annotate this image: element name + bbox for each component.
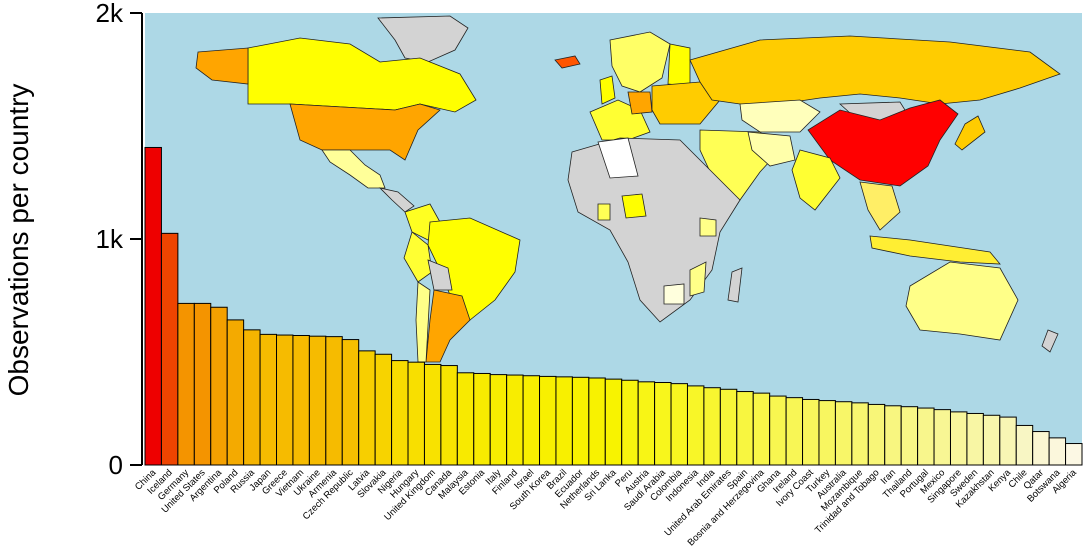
- bar-austria: [637, 381, 656, 466]
- map-algeria: [597, 137, 639, 179]
- map-ghana: [597, 203, 611, 221]
- bar-poland: [226, 319, 245, 466]
- bar-peru: [621, 379, 639, 466]
- bar-mozambique: [851, 402, 869, 466]
- map-uk: [599, 75, 616, 105]
- map-germany: [627, 91, 653, 115]
- map-argentina: [425, 289, 471, 363]
- bar-greece: [276, 334, 294, 466]
- map-scandinavia: [609, 31, 671, 93]
- map-greenland: [377, 15, 469, 63]
- bar-south-korea: [539, 375, 557, 466]
- bar-ukraine: [308, 335, 327, 466]
- map-india: [791, 149, 841, 211]
- bar-ghana: [769, 395, 787, 466]
- bar-sri-lanka: [604, 378, 623, 466]
- map-peru: [403, 231, 433, 283]
- bar-ecuador: [571, 376, 590, 466]
- bar-trinidad-and-tobago: [867, 403, 886, 466]
- map-mozambique: [689, 261, 707, 297]
- bar-netherlands: [588, 377, 606, 466]
- bar-czech-republic: [341, 339, 360, 466]
- bar-spain: [736, 391, 754, 466]
- map-bolivia: [427, 259, 453, 291]
- map-iceland: [554, 55, 581, 69]
- map-alaska: [195, 47, 249, 85]
- map-kazakhstan: [739, 99, 821, 133]
- bar-israel: [522, 375, 541, 466]
- map-southeast-asia: [859, 181, 901, 231]
- map-usa: [289, 103, 441, 161]
- map-mexico: [321, 149, 386, 189]
- map-japan: [954, 115, 986, 151]
- y-axis: 0 1k 2k: [96, 0, 143, 480]
- y-tick-label: 0: [109, 450, 123, 480]
- bar-botswana: [1048, 437, 1067, 466]
- map-australia: [905, 261, 1019, 341]
- map-kenya: [699, 217, 717, 237]
- bar-malaysia: [456, 372, 475, 466]
- bar-united-arab-emirates: [719, 388, 738, 466]
- map-new-zealand: [1041, 329, 1059, 353]
- y-tick-label: 2k: [96, 0, 124, 28]
- bar-qatar: [1032, 431, 1050, 466]
- y-tick-label: 1k: [96, 224, 124, 254]
- bar-vietnam: [292, 335, 310, 466]
- bar-hungary: [407, 361, 425, 466]
- bar-bosnia-and-herzegovina: [752, 392, 771, 466]
- bar-colombia: [670, 383, 688, 466]
- bar-chile: [1015, 424, 1034, 466]
- bar-slovakia: [374, 353, 393, 466]
- map-indonesia: [869, 235, 1001, 265]
- bar-india: [703, 387, 721, 466]
- bar-australia: [834, 401, 853, 466]
- bar-argentina: [210, 306, 228, 466]
- bar-russia: [243, 329, 261, 466]
- map-china: [807, 99, 959, 187]
- bar-canada: [440, 365, 458, 466]
- bars-group: [144, 146, 1083, 466]
- bar-italy: [489, 374, 508, 466]
- bar-brazil: [555, 376, 573, 466]
- map-central-america: [378, 187, 415, 213]
- bar-turkey: [818, 400, 836, 466]
- map-madagascar: [727, 267, 743, 303]
- bar-nigeria: [391, 360, 409, 466]
- bar-kazakhstan: [982, 414, 1001, 466]
- map-botswana: [663, 283, 685, 305]
- bar-iran: [884, 405, 902, 466]
- bar-latvia: [358, 350, 376, 466]
- bar-united-states: [193, 302, 212, 466]
- bar-united-kingdom: [423, 363, 442, 466]
- map-iran: [747, 131, 796, 167]
- bar-portugal: [917, 407, 935, 466]
- bar-japan: [259, 333, 278, 466]
- bar-china: [144, 146, 162, 466]
- bar-iceland: [160, 232, 179, 466]
- bar-algeria: [1065, 443, 1083, 466]
- bar-armenia: [325, 336, 343, 466]
- map-nigeria: [621, 193, 647, 219]
- bar-estonia: [473, 372, 491, 466]
- bar-indonesia: [686, 385, 705, 466]
- bar-kenya: [999, 416, 1017, 466]
- bar-singapore: [949, 411, 968, 466]
- bar-ivory-coast: [802, 398, 820, 466]
- map-finland: [667, 43, 691, 87]
- bar-germany: [177, 302, 195, 466]
- bar-thailand: [900, 406, 919, 466]
- bar-ireland: [785, 397, 804, 466]
- y-axis-label: Observations per country: [3, 84, 34, 397]
- bar-mexico: [933, 409, 951, 466]
- bar-finland: [506, 374, 524, 466]
- bar-sweden: [966, 412, 984, 466]
- bar-saudi-arabia: [654, 382, 672, 466]
